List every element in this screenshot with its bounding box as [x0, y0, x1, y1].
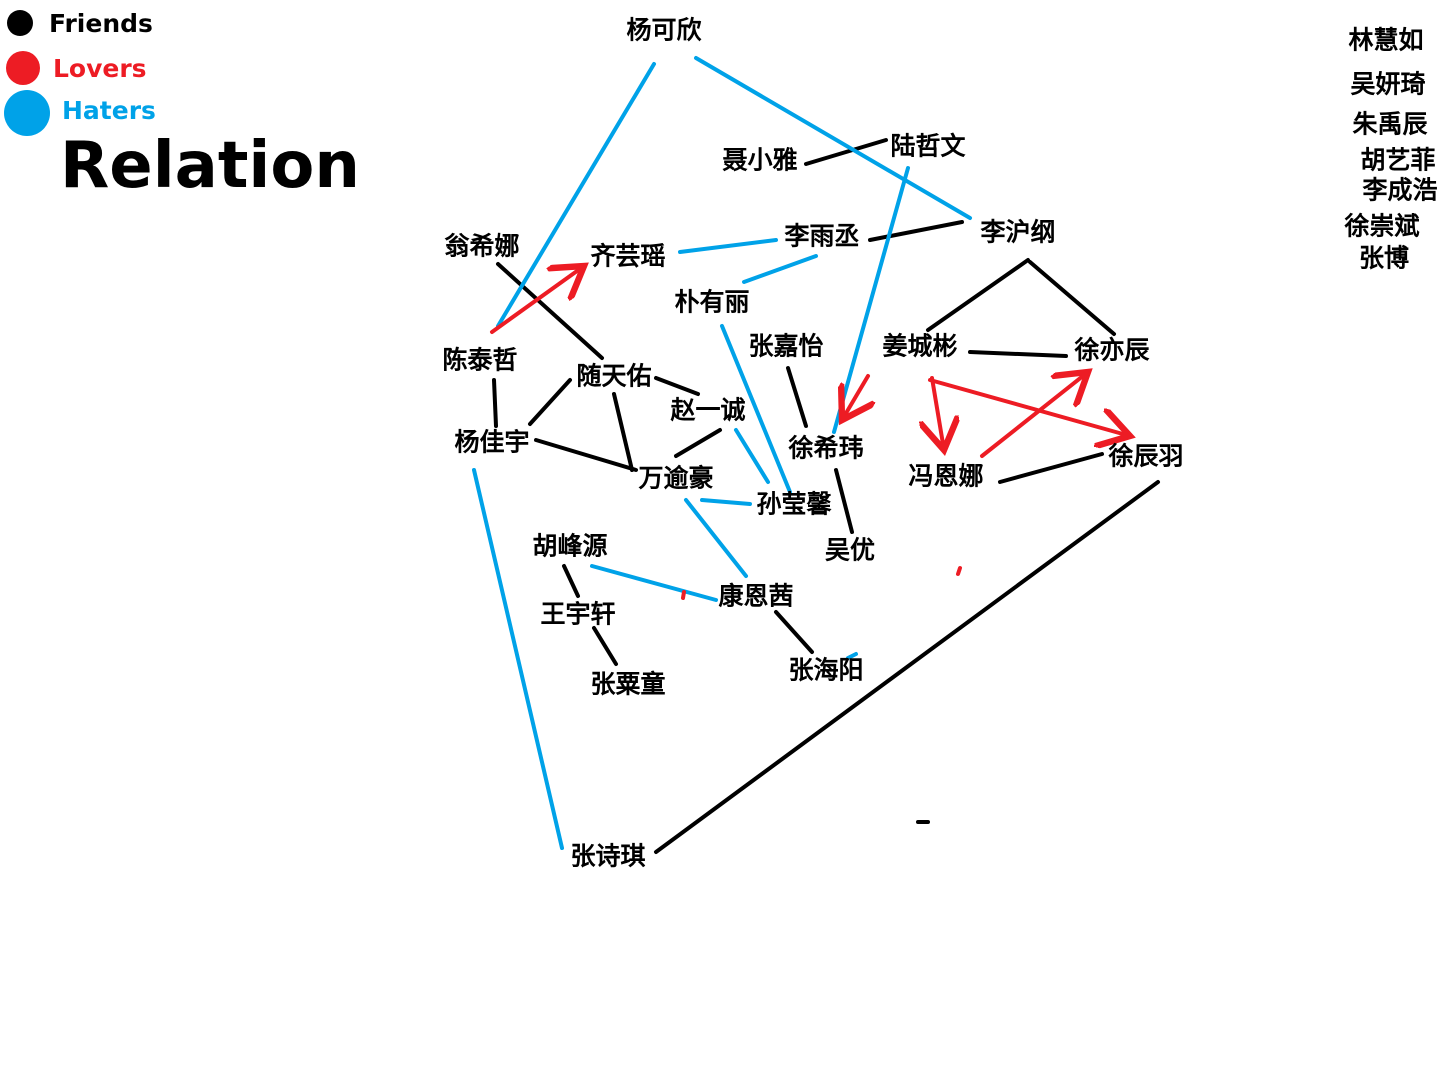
person-node: 吴优	[824, 535, 876, 565]
lover-arrow	[842, 374, 868, 420]
hater-line	[742, 254, 818, 284]
person-node: 赵一诚	[670, 395, 746, 425]
friend-line	[868, 220, 964, 242]
friend-line	[654, 480, 1160, 854]
person-node: 李雨丞	[784, 221, 860, 251]
friend-line	[926, 258, 1030, 332]
person-node: 胡艺菲	[1360, 145, 1436, 175]
friend-line	[496, 262, 604, 360]
person-node: 朱禹辰	[1352, 109, 1428, 139]
person-node: 翁希娜	[444, 231, 520, 261]
person-node: 徐崇斌	[1344, 211, 1420, 241]
friend-line	[592, 626, 618, 666]
lover-arrow	[932, 376, 944, 450]
person-node: 孙莹馨	[756, 489, 832, 519]
friend-line	[492, 378, 498, 428]
lover-arrow	[956, 566, 962, 576]
lover-arrow	[490, 266, 584, 334]
friend-line	[654, 376, 700, 396]
friend-line	[528, 378, 572, 426]
person-node: 冯恩娜	[908, 461, 984, 491]
lovers-legend-label: Lovers	[53, 54, 147, 83]
person-node: 随天佑	[576, 361, 652, 391]
friends-legend-label: Friends	[49, 9, 153, 38]
friend-line	[968, 350, 1068, 358]
haters-legend-dot	[4, 90, 50, 136]
haters-legend-label: Haters	[62, 96, 156, 125]
hater-line	[694, 56, 972, 220]
friend-line	[1028, 260, 1116, 336]
person-node: 徐亦辰	[1074, 335, 1150, 365]
person-node: 徐辰羽	[1108, 441, 1184, 471]
hater-line	[496, 62, 656, 328]
friend-line	[998, 452, 1104, 484]
person-node: 姜城彬	[882, 331, 958, 361]
person-node: 吴妍琦	[1350, 69, 1426, 99]
person-node: 聂小雅	[722, 145, 798, 175]
lover-arrow	[980, 372, 1088, 458]
friend-line	[674, 428, 722, 458]
person-node: 张博	[1358, 243, 1410, 273]
person-node: 胡峰源	[532, 531, 608, 561]
person-node: 李沪纲	[980, 217, 1056, 247]
lover-arrow	[928, 378, 1130, 436]
hater-line	[700, 498, 752, 506]
person-node: 李成浩	[1362, 175, 1438, 205]
hater-line	[832, 166, 910, 434]
person-node: 张粟童	[590, 669, 666, 699]
friend-line	[612, 392, 634, 472]
person-node: 张嘉怡	[748, 331, 824, 361]
friends-legend-dot	[7, 10, 33, 36]
person-node: 杨可欣	[626, 15, 702, 45]
person-node: 杨佳宇	[454, 427, 530, 457]
diagram-title: Relation	[60, 129, 360, 203]
person-node: 康恩茜	[718, 581, 794, 611]
person-node: 陈泰哲	[442, 345, 518, 375]
friend-line	[562, 564, 580, 598]
friend-line	[786, 366, 808, 428]
hater-line	[590, 564, 718, 602]
hater-line	[472, 468, 564, 850]
friend-line	[774, 610, 814, 654]
lovers-legend-dot	[6, 51, 40, 85]
person-node: 徐希玮	[788, 433, 864, 463]
person-node: 张海阳	[788, 655, 864, 685]
person-node: 林慧如	[1348, 25, 1424, 55]
person-node: 陆哲文	[890, 131, 966, 161]
hater-line	[678, 238, 778, 254]
hater-line	[720, 324, 792, 494]
lover-arrow	[681, 590, 686, 600]
hater-line	[734, 428, 770, 484]
hater-line	[846, 652, 858, 660]
hater-line	[684, 498, 748, 578]
person-node: 齐芸瑶	[590, 241, 666, 271]
person-node: 万逾豪	[638, 463, 714, 493]
friend-line	[534, 438, 638, 472]
friend-line	[804, 138, 888, 166]
friend-line	[834, 468, 854, 534]
person-node: 王宇轩	[540, 599, 616, 629]
person-node: 朴有丽	[674, 287, 750, 317]
person-node: 张诗琪	[570, 841, 646, 871]
